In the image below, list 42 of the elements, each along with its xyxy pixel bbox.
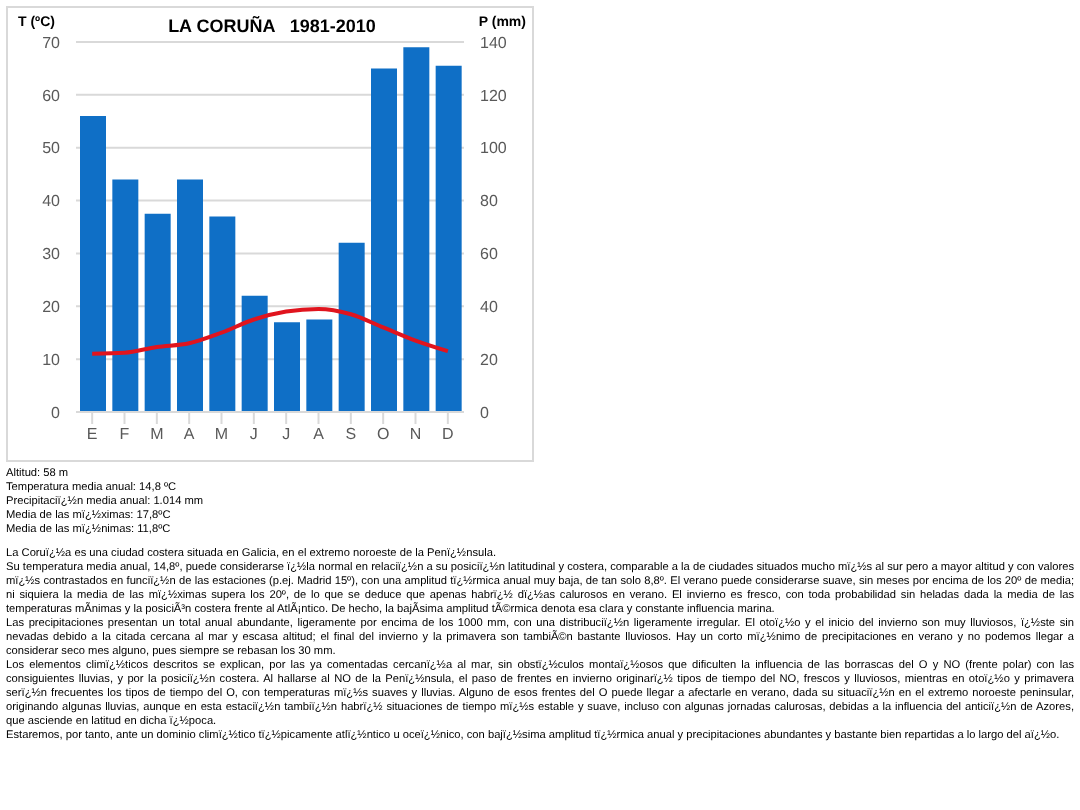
x-tick-label: O [376, 425, 390, 444]
y-tick-label: 70 [42, 33, 62, 52]
line-series [90, 306, 450, 356]
bar [274, 322, 300, 412]
bar [435, 65, 462, 412]
y-tick-label: 20 [42, 297, 62, 316]
x-tick-label: A [313, 425, 326, 444]
y2-tick-label: 140 [480, 33, 508, 52]
y2-tick-label: 80 [480, 192, 499, 211]
y2-tick-label: 60 [480, 245, 499, 264]
x-tick-label: J [249, 425, 258, 444]
bar [306, 319, 333, 412]
bar [144, 213, 171, 412]
y-tick-label: 0 [51, 403, 62, 422]
y2-tick-label: 20 [480, 350, 499, 369]
bar [371, 68, 397, 412]
bar [209, 216, 236, 412]
x-tick-label: E [86, 425, 98, 444]
y2-tick-label: 100 [480, 139, 508, 158]
x-tick-label: M [150, 425, 165, 444]
bar [403, 47, 430, 412]
x-tick-label: S [345, 425, 357, 444]
bar [177, 179, 203, 412]
y2-tick-label: 120 [480, 86, 508, 105]
bar [241, 295, 268, 412]
y-tick-label: 10 [42, 350, 62, 369]
x-tick-label: N [409, 425, 422, 444]
y-tick-label: 40 [42, 192, 62, 211]
y-tick-label: 50 [42, 139, 62, 158]
x-tick-label: A [183, 425, 196, 444]
chart-title: LA CORUÑA 1981-2010 [168, 16, 376, 36]
x-tick-label: M [214, 425, 229, 444]
y2-tick-label: 0 [480, 403, 490, 422]
bar [338, 242, 365, 412]
x-tick-label: J [282, 425, 291, 444]
x-tick-label: D [442, 425, 455, 444]
y-tick-label: 30 [42, 245, 62, 264]
x-tick-label: F [119, 425, 130, 444]
bar [112, 179, 139, 412]
y-tick-label: 60 [42, 86, 62, 105]
bar [80, 116, 106, 412]
y2-tick-label: 40 [480, 297, 499, 316]
